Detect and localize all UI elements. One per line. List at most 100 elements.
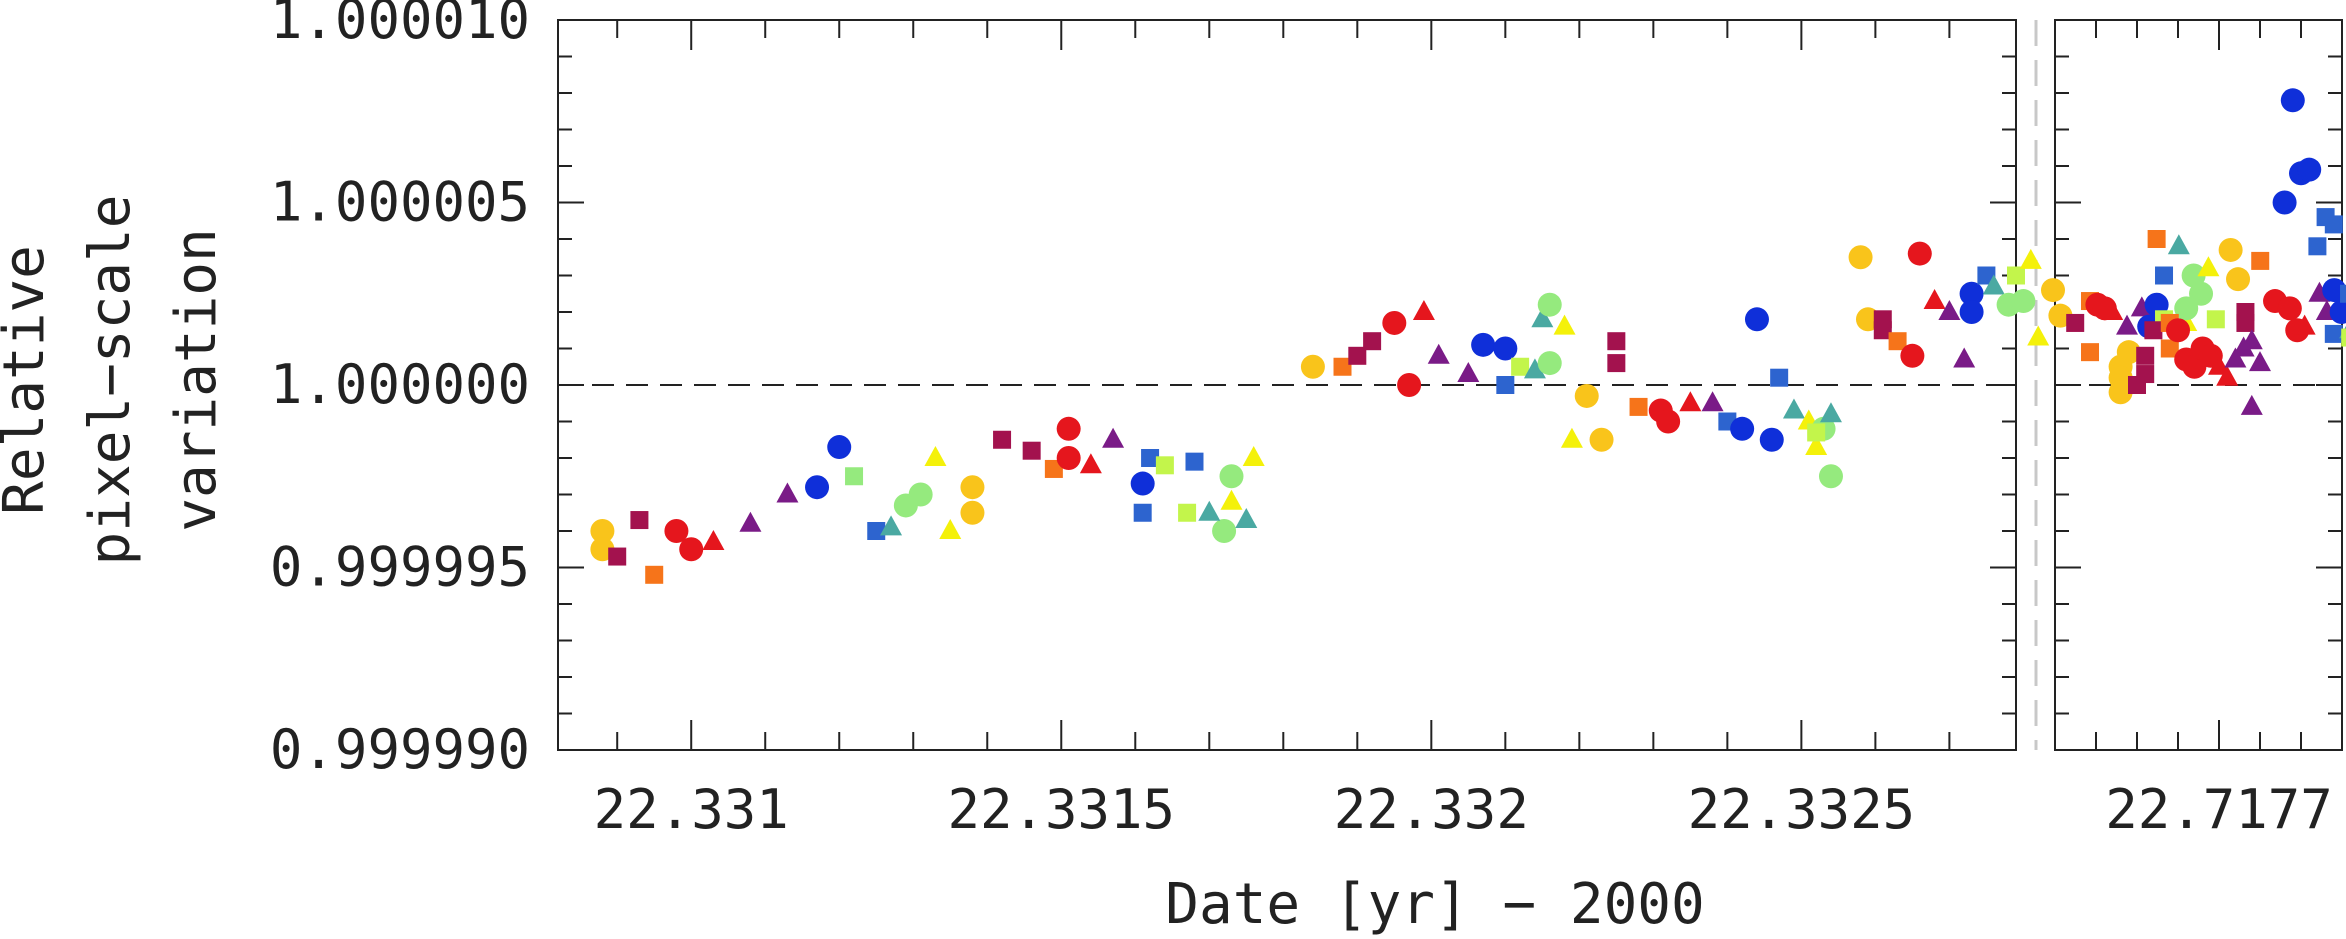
data-point-triangle — [2167, 234, 2190, 255]
data-point-square — [845, 467, 864, 486]
data-point-square — [1607, 332, 1626, 351]
data-point-triangle — [1782, 398, 1805, 419]
data-point-square — [630, 511, 649, 530]
data-point-triangle — [1953, 347, 1976, 368]
data-point-circle — [1537, 351, 1562, 376]
data-point-circle — [1056, 416, 1081, 441]
x-tick-label: 22.7177 — [2105, 778, 2333, 841]
data-point-circle — [1959, 300, 1984, 324]
data-point-square — [2251, 251, 2270, 270]
data-point-circle — [664, 519, 689, 543]
data-point-square — [1496, 376, 1515, 394]
data-point-circle — [1730, 416, 1755, 441]
data-point-circle — [2329, 300, 2346, 324]
data-point-triangle — [2224, 347, 2247, 368]
data-point-circle — [1382, 310, 1407, 335]
data-point-square — [2136, 346, 2155, 365]
data-point-square — [1133, 503, 1152, 522]
data-point-triangle — [1427, 343, 1450, 364]
y-tick-label: 1.000005 — [270, 171, 530, 234]
data-point-circle — [1397, 373, 1422, 397]
data-point-square — [2160, 339, 2179, 358]
data-point-square — [1629, 397, 1648, 416]
data-point-circle — [805, 475, 830, 500]
data-point-square — [2007, 266, 2025, 285]
data-point-square — [2340, 284, 2346, 303]
data-points — [590, 88, 2346, 584]
data-point-square — [1022, 441, 1041, 460]
data-point-triangle — [2216, 365, 2239, 386]
data-point-triangle — [2116, 314, 2139, 335]
data-point-circle — [2181, 263, 2206, 288]
data-point-circle — [1900, 343, 1925, 368]
data-point-circle — [2297, 157, 2322, 182]
data-point-circle — [2166, 318, 2190, 343]
data-point-circle — [1589, 427, 1614, 452]
data-point-circle — [2174, 296, 2199, 321]
data-point-circle — [2108, 380, 2133, 405]
data-point-square — [867, 522, 886, 540]
data-point-circle — [2189, 281, 2214, 306]
data-point-triangle — [1531, 307, 1554, 328]
data-point-circle — [1959, 281, 1984, 306]
data-point-triangle — [1102, 427, 1125, 448]
data-point-triangle — [2240, 329, 2263, 350]
y-axis-label: Relative pixel−scale variation — [0, 195, 229, 566]
data-point-circle — [960, 475, 985, 500]
data-point-triangle — [1235, 508, 1258, 529]
y-axis-title-line: variation — [164, 228, 229, 531]
x-tick-label: 22.3325 — [1688, 778, 1916, 841]
x-tick-label: 22.3315 — [947, 778, 1175, 841]
data-point-square — [1333, 357, 1352, 376]
y-tick-label: 0.999990 — [270, 718, 530, 781]
data-point-circle — [1907, 241, 1932, 266]
data-point-square — [2147, 230, 2166, 248]
data-point-triangle — [1923, 289, 1946, 310]
data-point-circle — [1744, 307, 1769, 332]
data-point-circle — [2116, 340, 2141, 365]
y-axis-title-line: pixel−scale — [78, 195, 143, 566]
data-point-square — [1155, 456, 1174, 475]
data-point-triangle — [1819, 402, 1842, 423]
data-point-circle — [2280, 88, 2305, 113]
y-tick-label: 0.999995 — [270, 536, 530, 599]
data-point-square — [1807, 423, 1826, 442]
data-point-circle — [679, 537, 704, 562]
y-axis-title: Relative pixel−scale variation — [0, 195, 229, 566]
data-point-circle — [2011, 289, 2036, 314]
data-point-circle — [2277, 296, 2302, 321]
data-point-square — [993, 430, 1012, 449]
data-point-square — [2066, 313, 2085, 332]
tick-labels: 0.999990 0.999995 1.000005 1.000010 1.000000… — [270, 0, 2333, 841]
data-point-triangle — [924, 446, 947, 466]
data-point-circle — [2272, 190, 2297, 215]
y-axis-title-line: Relative — [0, 245, 57, 515]
data-point-circle — [1300, 354, 1325, 379]
data-point-circle — [1219, 464, 1244, 489]
axis-ticks — [558, 19, 2343, 751]
data-point-square — [1873, 321, 1892, 340]
x-axis-label: Date [yr] − 2000 — [1165, 872, 1704, 937]
y-tick-label-reference: 1.000000 — [270, 353, 530, 416]
data-point-circle — [1848, 245, 1873, 270]
data-point-triangle — [2293, 314, 2316, 335]
data-point-square — [2324, 324, 2343, 343]
data-point-circle — [2218, 237, 2243, 262]
data-point-square — [2136, 365, 2155, 384]
data-point-triangle — [1220, 489, 1243, 510]
data-point-square — [2081, 343, 2100, 362]
data-point-triangle — [2019, 248, 2042, 269]
data-point-square — [1607, 354, 1626, 373]
data-point-triangle — [2197, 256, 2220, 277]
data-point-circle — [1818, 464, 1843, 489]
data-point-square — [2341, 328, 2346, 347]
data-point-square — [1348, 346, 1367, 365]
data-point-square — [1044, 459, 1063, 478]
data-point-triangle — [1457, 362, 1480, 383]
data-point-triangle — [1560, 427, 1583, 448]
data-point-square — [1363, 332, 1382, 351]
data-point-circle — [1130, 471, 1155, 496]
data-point-circle — [960, 500, 985, 525]
data-point-square — [2206, 310, 2225, 329]
data-point-square — [1511, 357, 1530, 376]
